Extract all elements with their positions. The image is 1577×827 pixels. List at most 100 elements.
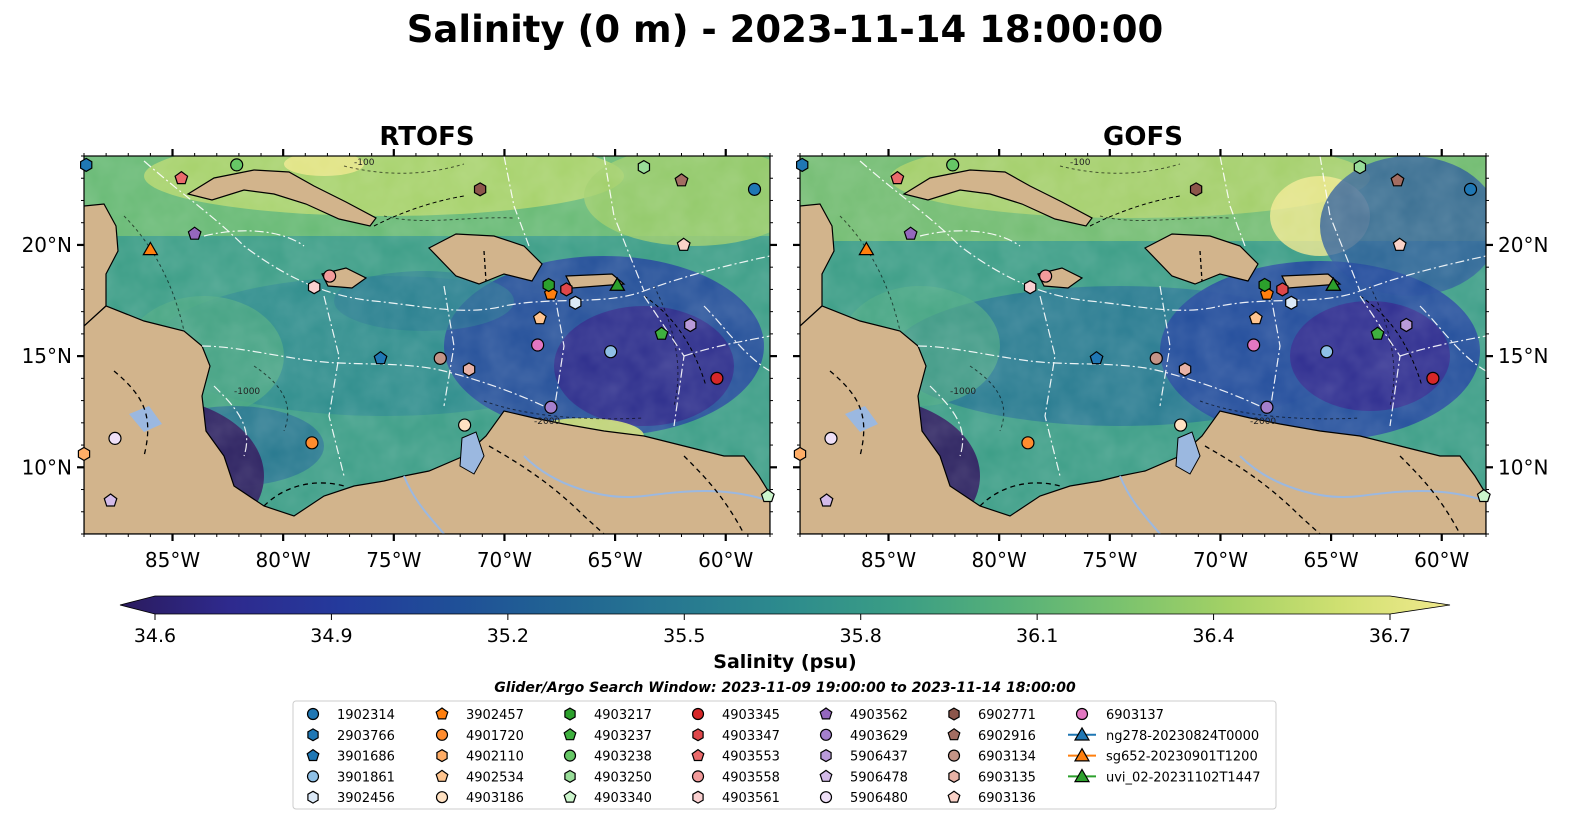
obs-marker-3901861 [604, 345, 618, 359]
obs-marker-3901861 [1320, 345, 1334, 359]
legend-label: 6902916 [978, 729, 1036, 744]
legend-marker [692, 790, 704, 804]
lat-tick-label: 15°N [22, 344, 72, 368]
legend-item: 5906478 [819, 769, 908, 785]
figure-title: Salinity (0 m) - 2023-11-14 18:00:00 [407, 8, 1163, 51]
obs-marker-uvi_02-20231102T1447 [609, 276, 626, 291]
colorbar: 34.6 34.9 35.2 35.5 35.8 36.1 36.4 36.7 Salinit… [119, 595, 1451, 673]
legend: 1902314 2903766 3901686 3901861 3902456 39024… [292, 700, 1277, 810]
legend-item: 4903345 [691, 707, 780, 723]
legend-item: 5906437 [820, 749, 908, 765]
legend-item: 3901686 [306, 748, 395, 765]
lon-tick-label: 75°W [1082, 548, 1137, 572]
lon-tick-label: 65°W [587, 548, 642, 572]
legend-marker [947, 790, 961, 803]
colorbar-tick-label: 34.9 [310, 625, 352, 647]
legend-item: 4902534 [435, 769, 524, 785]
lon-tick-label: 65°W [1303, 548, 1358, 572]
legend-item: 4903340 [563, 790, 652, 806]
obs-marker-4903186 [1174, 418, 1188, 432]
legend-label: ng278-20230824T0000 [1106, 729, 1259, 744]
legend-marker [306, 748, 320, 762]
legend-marker [947, 728, 961, 741]
svg-text:-1000: -1000 [950, 387, 976, 397]
obs-marker-6903137 [1247, 338, 1261, 352]
obs-marker-6903137 [531, 338, 545, 352]
obs-marker-4902534 [532, 310, 547, 325]
obs-marker-4903237 [654, 326, 669, 340]
obs-marker-4903238 [230, 158, 244, 172]
colorbar-tick-label: 35.2 [487, 625, 529, 647]
obs-marker-5906480 [824, 431, 838, 445]
colorbar-tick-label: 36.4 [1192, 625, 1234, 647]
legend-label: uvi_02-20231102T1447 [1106, 770, 1260, 785]
obs-marker-4903340 [760, 488, 775, 503]
legend-marker [819, 769, 833, 782]
obs-marker-4903238 [946, 158, 960, 172]
legend-item: 4903347 [692, 728, 780, 744]
obs-marker-4901720 [305, 436, 319, 450]
axes-rtofs: 85°W 80°W 75°W 70°W 65°W 60°W 10°N 15°N 20°N [22, 149, 777, 572]
legend-marker [691, 748, 705, 762]
lat-tick-label: 20°N [22, 233, 72, 257]
legend-item: 5906480 [819, 791, 908, 806]
colorbar-label: Salinity (psu) [713, 651, 856, 673]
svg-text:-2000: -2000 [1250, 417, 1276, 427]
map-area-gofs: -100 -1000 -2000 [800, 156, 1486, 534]
obs-marker-4903629 [544, 400, 558, 414]
obs-marker-4903347 [1276, 282, 1289, 297]
obs-marker-6902771 [1189, 182, 1203, 197]
obs-marker-4902110 [793, 446, 807, 462]
lon-tick-label: 85°W [145, 548, 200, 572]
obs-marker-4903186 [458, 418, 472, 432]
legend-marker [1073, 726, 1091, 741]
colorbar-tick-label: 34.6 [134, 625, 176, 647]
legend-item: uvi_02-20231102T1447 [1068, 768, 1260, 785]
obs-marker-5906478 [103, 493, 118, 507]
legend-label: 3901686 [337, 750, 395, 765]
legend-marker [306, 770, 320, 783]
colorbar-tick-label: 35.5 [663, 625, 705, 647]
obs-marker-4903345 [1426, 371, 1440, 385]
obs-marker-6903136 [676, 237, 691, 251]
lon-tick-label: 80°W [256, 548, 311, 572]
obs-marker-6903135 [462, 362, 476, 377]
legend-label: 6902771 [978, 708, 1036, 723]
legend-label: 4901720 [466, 729, 524, 744]
legend-item: 4903250 [564, 769, 652, 785]
legend-label: 5906478 [850, 770, 908, 785]
legend-item: 4903558 [691, 770, 780, 785]
obs-marker-6902916 [1390, 173, 1405, 187]
obs-marker-4903629 [1260, 400, 1274, 414]
legend-marker [1075, 707, 1089, 721]
legend-marker [564, 769, 576, 783]
legend-marker [563, 790, 577, 803]
legend-label: 6903137 [1106, 708, 1164, 723]
obs-marker-6903134 [1149, 351, 1163, 365]
colorbar-tick-label: 35.8 [840, 625, 882, 647]
obs-marker-2903766 [795, 157, 809, 173]
legend-item: 1902314 [306, 707, 395, 723]
legend-label: 4903250 [594, 770, 652, 785]
lat-tick-label: 15°N [1498, 344, 1548, 368]
legend-marker [435, 728, 449, 741]
obs-marker-1902314 [747, 182, 762, 196]
lat-tick-label: 10°N [1498, 455, 1548, 479]
legend-marker [307, 790, 319, 804]
legend-item: 6903136 [947, 790, 1036, 806]
legend-label: 4902534 [466, 770, 524, 785]
panel-title-gofs: GOFS [1103, 122, 1183, 152]
svg-text:-100: -100 [1070, 158, 1091, 168]
legend-label: 4903562 [850, 708, 908, 723]
legend-label: 4903553 [722, 750, 780, 765]
obs-marker-4903558 [1039, 269, 1053, 283]
legend-marker [306, 707, 320, 721]
legend-marker [563, 728, 577, 741]
obs-marker-2903766 [79, 157, 93, 173]
legend-item: 4903186 [435, 791, 524, 806]
legend-label: 6903134 [978, 750, 1036, 765]
obs-marker-4903561 [1023, 280, 1037, 295]
legend-label: 4903347 [722, 729, 780, 744]
obs-marker-6903136 [1392, 237, 1407, 251]
